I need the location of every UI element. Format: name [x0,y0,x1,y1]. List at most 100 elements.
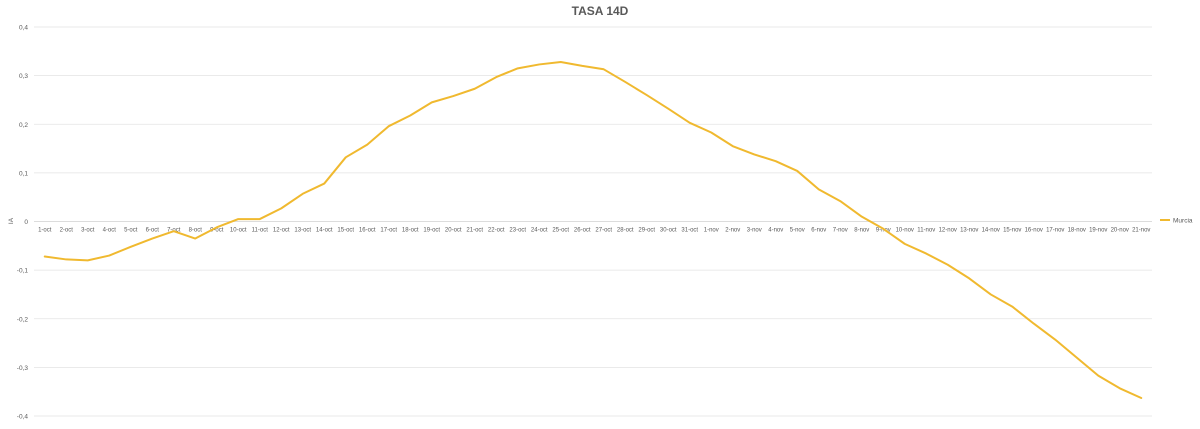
data-point [818,188,820,190]
data-point [947,264,949,266]
x-tick-label: 9-oct [210,228,224,234]
gridlines [34,26,1152,417]
y-tick-label: -0,4 [17,414,29,421]
data-point [1054,339,1056,341]
y-tick-label: 0,3 [19,73,28,80]
x-tick-label: 5-oct [124,228,138,234]
x-tick-label: 12-oct [273,228,290,234]
x-tick-label: 6-oct [146,228,160,234]
x-tick-label: 25-oct [552,228,569,234]
legend-label-murcia: Murcia [1173,218,1193,225]
data-point [968,277,970,279]
data-point [603,68,605,70]
x-tick-label: 21-oct [466,228,483,234]
x-tick-label: 2-nov [725,228,740,234]
x-tick-label: 5-nov [790,228,805,234]
x-tick-label: 13-oct [294,228,311,234]
x-tick-label: 14-oct [316,228,333,234]
x-tick-label: 24-oct [531,228,548,234]
data-point [108,255,110,257]
data-point [560,61,562,63]
data-point [409,114,411,116]
data-point [1097,375,1099,377]
x-tick-label: 10-oct [230,228,247,234]
data-point [173,230,175,232]
data-point [1076,357,1078,359]
data-point [1033,323,1035,325]
data-point [237,218,239,220]
data-point [689,122,691,124]
y-axis-label: IA [8,217,15,224]
data-point [44,256,46,258]
x-tick-label: 8-nov [854,228,869,234]
data-point [925,253,927,255]
data-point [388,125,390,127]
x-tick-label: 19-oct [423,228,440,234]
data-point [581,65,583,67]
x-tick-label: 7-nov [833,228,848,234]
data-point [882,228,884,230]
x-tick-label: 16-nov [1025,228,1043,234]
data-point [130,246,132,248]
x-tick-label: 15-nov [1003,228,1021,234]
data-point [495,76,497,78]
data-point [839,200,841,202]
x-tick-label: 6-nov [811,228,826,234]
x-tick-label: 15-oct [337,228,354,234]
data-point [624,81,626,83]
x-tick-label: 28-oct [617,228,634,234]
x-tick-label: 19-nov [1089,228,1107,234]
data-point [775,160,777,162]
data-point [302,193,304,195]
data-point [1140,397,1142,399]
y-axis-ticks: 0,4 0,3 0,2 0,1 0 -0,1 -0,2 -0,3 -0,4 [17,25,29,421]
x-tick-label: 1-oct [38,228,52,234]
data-point [753,153,755,155]
data-point [796,170,798,172]
x-tick-label: 4-oct [103,228,117,234]
data-point [431,101,433,103]
x-tick-label: 21-nov [1132,228,1150,234]
y-tick-label: 0 [24,219,28,226]
data-point [732,145,734,147]
x-tick-label: 3-oct [81,228,95,234]
x-tick-label: 16-oct [359,228,376,234]
x-tick-label: 14-nov [982,228,1000,234]
data-point [366,144,368,146]
data-point [1011,306,1013,308]
legend: Murcia [1160,218,1193,225]
x-tick-label: 20-oct [445,228,462,234]
data-point [452,95,454,97]
data-point [87,259,89,261]
x-tick-label: 9-nov [876,228,891,234]
series-layer [43,61,1143,400]
data-point [259,218,261,220]
y-tick-label: -0,1 [17,268,29,275]
y-tick-label: 0,1 [19,170,28,177]
x-tick-label: 30-oct [660,228,677,234]
data-point [194,238,196,240]
data-point [216,226,218,228]
data-point [280,207,282,209]
series-line-murcia [43,61,1143,400]
data-point [990,293,992,295]
x-tick-label: 1-nov [704,228,719,234]
x-tick-label: 8-oct [189,228,203,234]
data-point [667,108,669,110]
x-tick-label: 31-oct [681,228,698,234]
x-tick-label: 22-oct [488,228,505,234]
x-tick-label: 26-oct [574,228,591,234]
data-point [517,67,519,69]
x-tick-label: 18-oct [402,228,419,234]
x-tick-label: 11-oct [252,228,269,234]
y-tick-label: 0,4 [19,25,28,32]
y-tick-label: -0,2 [17,316,29,323]
x-tick-label: 27-oct [595,228,612,234]
data-point [861,216,863,218]
x-tick-label: 20-nov [1111,228,1129,234]
data-point [538,63,540,65]
data-point [710,132,712,134]
x-tick-label: 29-oct [638,228,655,234]
data-point [1119,387,1121,389]
